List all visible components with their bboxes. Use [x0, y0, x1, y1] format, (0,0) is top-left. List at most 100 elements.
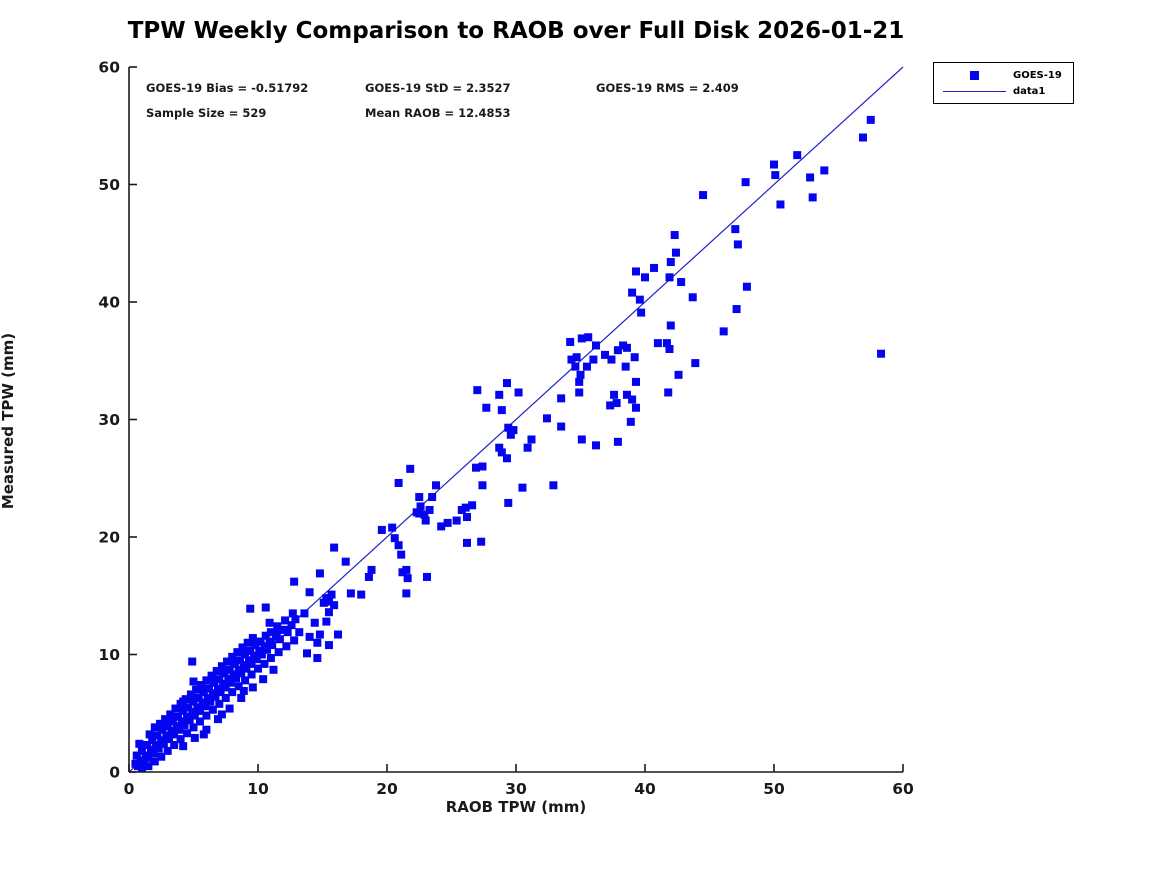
x-tick-label: 40: [634, 780, 656, 798]
scatter-point: [226, 678, 235, 687]
scatter-point: [653, 339, 662, 348]
scatter-point: [478, 481, 487, 490]
scatter-point: [179, 742, 188, 751]
scatter-point: [472, 463, 481, 472]
scatter-point: [159, 739, 168, 748]
scatter-point: [613, 437, 622, 446]
scatter-point: [256, 637, 265, 646]
scatter-point: [572, 353, 581, 362]
scatter-point: [610, 390, 619, 399]
scatter-point: [179, 697, 188, 706]
scatter-point: [148, 736, 157, 745]
scatter-point: [247, 659, 256, 668]
scatter-point: [437, 522, 446, 531]
scatter-point: [628, 395, 637, 404]
scatter-point: [699, 191, 708, 200]
scatter-point: [575, 377, 584, 386]
scatter-point: [421, 516, 430, 525]
scatter-point: [877, 349, 886, 358]
scatter-point: [415, 493, 424, 502]
scatter-point: [180, 721, 189, 729]
scatter-point: [601, 350, 610, 359]
scatter-point: [211, 692, 220, 701]
scatter-point: [416, 502, 425, 511]
scatter-point: [259, 675, 268, 684]
scatter-point: [145, 730, 154, 739]
scatter-point: [295, 628, 304, 637]
scatter-point: [195, 717, 204, 726]
scatter-point: [390, 534, 399, 543]
legend-icon-area: [943, 70, 1006, 80]
legend-item-goes19: GOES-19: [934, 68, 1073, 82]
scatter-point: [333, 630, 342, 639]
scatter-point: [461, 503, 470, 512]
scatter-point: [243, 638, 252, 647]
scatter-point: [232, 674, 241, 682]
scatter-point: [394, 541, 403, 550]
scatter-point: [428, 493, 437, 502]
scatter-point: [420, 510, 429, 519]
scatter-point: [576, 370, 585, 379]
legend-box: GOES-19 data1: [933, 62, 1074, 104]
scatter-point: [577, 334, 586, 343]
scatter-point: [665, 345, 674, 353]
scatter-point: [282, 642, 291, 651]
legend-item-data1: data1: [934, 84, 1073, 98]
y-tick-label: 60: [98, 59, 120, 77]
scatter-point: [202, 711, 211, 720]
scatter-point: [154, 744, 163, 753]
scatter-point: [153, 731, 162, 740]
stat-mean-raob: Mean RAOB = 12.4853: [365, 106, 511, 120]
x-tick-label: 10: [247, 780, 269, 798]
scatter-point: [613, 346, 622, 355]
scatter-point: [742, 282, 751, 291]
scatter-point: [664, 388, 673, 397]
scatter-point: [346, 589, 355, 598]
scatter-point: [135, 739, 144, 748]
scatter-point: [422, 572, 431, 581]
scatter-point: [150, 723, 159, 732]
scatter-point: [406, 464, 415, 473]
scatter-point: [288, 609, 297, 618]
scatter-point: [241, 650, 250, 659]
scatter-point: [313, 638, 322, 647]
scatter-point: [582, 362, 591, 371]
scatter-point: [273, 625, 282, 634]
scatter-point: [214, 715, 223, 724]
scatter-point: [303, 649, 312, 658]
scatter-point: [233, 648, 242, 657]
scatter-point: [275, 635, 284, 644]
y-tick-label: 40: [98, 294, 120, 312]
scatter-point: [248, 683, 257, 692]
scatter-point: [577, 435, 586, 444]
scatter-point: [274, 648, 283, 657]
scatter-point: [793, 151, 802, 160]
scatter-point: [575, 388, 584, 397]
y-axis-label: Measured TPW (mm): [0, 332, 17, 510]
scatter-point: [650, 263, 659, 272]
scatter-point: [571, 362, 580, 371]
scatter-point: [567, 355, 576, 364]
scatter-point: [606, 401, 615, 410]
scatter-point: [731, 225, 740, 234]
scatter-point: [591, 341, 600, 350]
scatter-point: [155, 719, 164, 728]
scatter-point: [733, 240, 742, 249]
scatter-point: [566, 337, 575, 346]
scatter-point: [518, 483, 527, 492]
scatter-point: [234, 682, 243, 691]
scatter-point: [589, 355, 598, 364]
scatter-point: [210, 678, 219, 687]
scatter-point: [150, 757, 159, 766]
scatter-point: [204, 684, 213, 693]
scatter-point: [228, 688, 237, 697]
scatter-point: [621, 362, 630, 371]
scatter-point: [462, 538, 471, 547]
scatter-point: [220, 669, 229, 678]
scatter-point: [631, 377, 640, 386]
scatter-point: [137, 746, 146, 755]
y-tick-label: 50: [98, 176, 120, 194]
scatter-point: [452, 516, 461, 525]
scatter-point: [144, 762, 153, 771]
scatter-point: [158, 725, 167, 734]
